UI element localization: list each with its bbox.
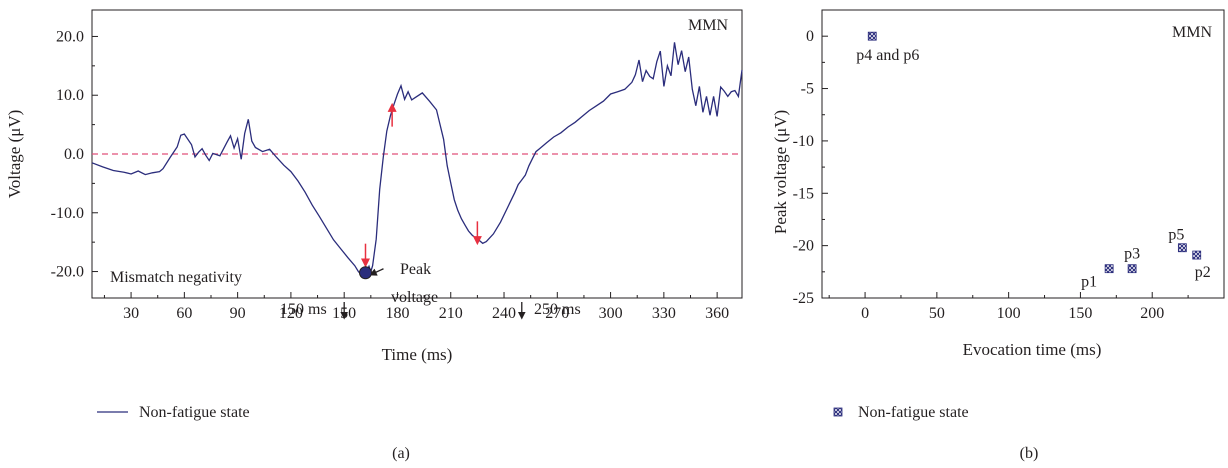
panel-a-y-tick-label: -10.0 xyxy=(51,205,84,222)
panel-a-caption: (a) xyxy=(392,445,410,462)
panel-b-x-tick-label: 150 xyxy=(1068,305,1092,322)
panel-a-x-tick-label: 240 xyxy=(492,305,516,322)
panel-b-caption: (b) xyxy=(1020,445,1039,462)
panel-a-x-tick-label: 90 xyxy=(230,305,246,322)
black-arrow-peak xyxy=(369,268,384,276)
panel-b-y-tick-label: -5 xyxy=(801,81,814,98)
panel-a-x-tick-label: 30 xyxy=(123,305,139,322)
panel-b-x-tick-label: 50 xyxy=(929,305,945,322)
panel-a-x-tick-label: 120 xyxy=(279,305,303,322)
peak-voltage-marker xyxy=(358,266,372,280)
legend-b-marker-swatch xyxy=(833,407,843,417)
panel-b-y-tick-label: 0 xyxy=(806,28,814,45)
panel-a-x-tick-label: 300 xyxy=(599,305,623,322)
panel-b-y-tick-label: -20 xyxy=(793,238,814,255)
scatter-point xyxy=(867,31,877,41)
scatter-point-label: p5 xyxy=(1168,227,1184,244)
panel-a-corner-label: MMN xyxy=(688,17,728,34)
panel-b-y-tick-label: -10 xyxy=(793,133,814,150)
panel-b-x-tick-label: 100 xyxy=(997,305,1021,322)
panel-a-x-tick-label: 60 xyxy=(176,305,192,322)
panel-a-y-tick-label: 0.0 xyxy=(64,146,84,163)
panel-b-tick-labels: 0 50 100 150 200 0 -5 -10 -15 -20 -25 xyxy=(793,28,1165,322)
panel-a-arrows xyxy=(340,102,526,320)
panel-b-points: p4 and p6 p1 p3 p5 p2 xyxy=(856,31,1211,291)
peak-label-line1: Peak xyxy=(400,261,431,278)
panel-a-x-tick-label: 270 xyxy=(545,305,569,322)
panel-a-x-tick-label: 210 xyxy=(439,305,463,322)
panel-b-y-tick-label: -25 xyxy=(793,290,814,307)
panel-b-ticks xyxy=(822,35,1189,299)
scatter-point-label: p1 xyxy=(1081,274,1097,291)
panel-a-series-line xyxy=(91,42,743,276)
panel-a-y-tick-label: 20.0 xyxy=(56,28,84,45)
scatter-point xyxy=(1127,264,1137,274)
panel-b-x-tick-label: 0 xyxy=(861,305,869,322)
scatter-point-label: p3 xyxy=(1124,246,1140,263)
panel-b-corner-label: MMN xyxy=(1172,24,1212,41)
scatter-point xyxy=(1192,250,1202,260)
panel-a-y-tick-label: 10.0 xyxy=(56,87,84,104)
peak-label-line2: voltage xyxy=(391,289,438,306)
panel-a-y-tick-label: -20.0 xyxy=(51,264,84,281)
panel-a-tick-labels: 30 60 90 120 150 180 210 240 270 300 330 36020.010.… xyxy=(51,28,729,322)
panel-b-frame xyxy=(821,9,1225,299)
panel-b-y-tick-label: -15 xyxy=(793,185,814,202)
panel-a-line-chart: 30 60 90 120 150 180 210 240 270 300 330 36020.010.… xyxy=(5,9,743,462)
mismatch-negativity-label: Mismatch negativity xyxy=(110,269,242,286)
panel-a-y-axis-title: Voltage (μV) xyxy=(5,110,24,199)
scatter-point-label: p2 xyxy=(1195,264,1211,281)
legend-a-label: Non-fatigue state xyxy=(139,404,250,421)
panel-a-x-axis-title: Time (ms) xyxy=(382,345,453,364)
panel-b-x-tick-label: 200 xyxy=(1140,305,1164,322)
panel-a-x-tick-label: 330 xyxy=(652,305,676,322)
scatter-point xyxy=(1177,243,1187,253)
scatter-point-label: p4 and p6 xyxy=(856,47,919,64)
panel-a-x-tick-label: 360 xyxy=(705,305,729,322)
legend-b-label: Non-fatigue state xyxy=(858,404,969,421)
panel-b-x-axis-title: Evocation time (ms) xyxy=(963,340,1102,359)
panel-a-x-tick-label: 180 xyxy=(385,305,409,322)
scatter-point xyxy=(1104,264,1114,274)
panel-b-y-axis-title: Peak voltage (μV) xyxy=(771,110,790,234)
t250-label: 250 ms xyxy=(534,301,581,318)
panel-a-ticks xyxy=(92,35,718,298)
t150-label: 150 ms xyxy=(280,301,327,318)
